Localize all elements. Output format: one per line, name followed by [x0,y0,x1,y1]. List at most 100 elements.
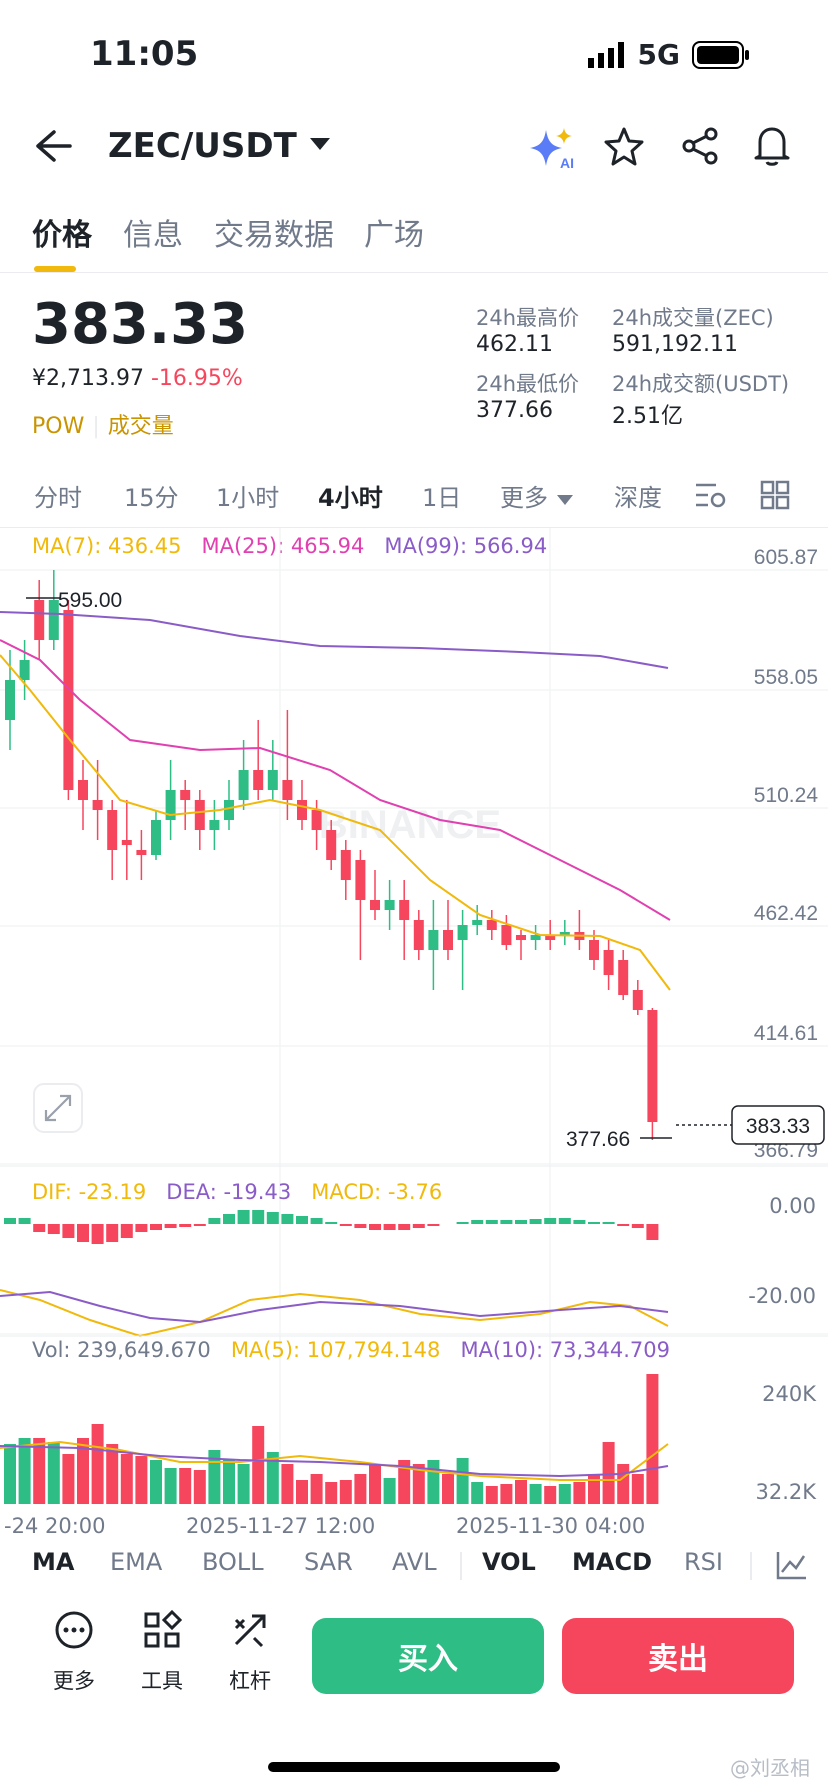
ma99-label: MA(99): 566.94 [384,534,548,558]
indicator-ema[interactable]: EMA [110,1548,163,1576]
macd-bar [266,1212,279,1224]
indicator-rsi[interactable]: RSI [684,1548,723,1576]
macd-bar [281,1214,294,1224]
dif-label: DIF: -23.19 [32,1180,147,1204]
candle [209,820,220,830]
candle [282,780,293,800]
candle [530,935,541,940]
interval-time[interactable]: 分时 [34,484,82,512]
price-axis-label: 605.87 [754,546,818,569]
tab-price[interactable]: 价格 [32,218,92,253]
macd-bar [588,1222,600,1224]
status-icons: 5G [587,38,750,71]
macd-bar [47,1224,60,1234]
indicator-avl[interactable]: AVL [392,1548,437,1576]
tab-square[interactable]: 广场 [364,218,424,253]
leverage-icon [234,1614,266,1648]
candle [224,800,234,820]
bell-icon[interactable] [752,124,792,168]
caret-down-icon[interactable] [308,136,332,152]
interval-4h[interactable]: 4小时 [318,484,383,512]
candle [486,920,497,930]
tool-leverage[interactable]: 杠杆 [210,1610,290,1695]
chart-settings-icon[interactable] [694,480,728,510]
candle [136,850,147,855]
volume-bar [266,1452,279,1504]
macd-bar [602,1222,615,1224]
tool-more-label: 更多 [53,1669,95,1693]
volume-bar [296,1480,308,1504]
indicator-settings-icon[interactable] [776,1550,808,1580]
candle [370,900,380,910]
volume-bar [398,1460,411,1504]
macd-bar [354,1224,367,1228]
expand-icon[interactable] [33,1083,83,1133]
volume-bar [515,1480,527,1504]
home-indicator[interactable] [268,1762,560,1772]
star-icon[interactable] [604,126,644,166]
back-arrow-icon[interactable] [34,128,72,164]
candle [501,925,512,945]
volume-bar [631,1474,644,1504]
interval-1d[interactable]: 1日 [422,484,462,512]
high-mark-label: 595.00 [58,589,122,612]
volume-bar [325,1482,338,1504]
macd-bar [62,1224,75,1238]
vol-axis-1: 32.2K [755,1480,816,1504]
macd-legend: DIF: -23.19 DEA: -19.43 MACD: -3.76 [32,1180,442,1204]
sell-button[interactable]: 卖出 [562,1618,794,1694]
interval-depth[interactable]: 深度 [614,484,662,512]
layout-grid-icon[interactable] [760,480,790,510]
volume-bar [339,1480,352,1504]
interval-15m[interactable]: 15分 [124,484,179,512]
volume-bar [62,1454,75,1504]
volume-bar [500,1484,513,1504]
tag-volume[interactable]: 成交量 [107,414,174,439]
volume-bar [588,1474,600,1504]
ai-sparkle-icon[interactable]: AI [528,126,574,170]
tool-tools[interactable]: 工具 [122,1609,202,1695]
buy-button[interactable]: 买入 [312,1618,544,1694]
macd-bar [33,1224,46,1232]
indicator-ma[interactable]: MA [32,1548,75,1576]
tab-active-indicator [34,266,76,272]
candlestick-chart[interactable]: BINANCE 605.87558.05510.24462.42414.6136… [0,528,828,1518]
candle [151,820,161,855]
interval-1h[interactable]: 1小时 [216,484,280,512]
ma-legend: MA(7): 436.45 MA(25): 465.94 MA(99): 566… [32,534,547,558]
indicator-macd[interactable]: MACD [572,1548,652,1576]
price-change: -16.95% [150,366,243,391]
tab-trade-data[interactable]: 交易数据 [214,218,334,253]
macd-bar [369,1224,381,1230]
tool-more[interactable]: 更多 [34,1610,114,1695]
tag-pow[interactable]: POW [32,414,85,439]
current-price-box [731,1105,825,1145]
indicator-divider [460,1552,462,1580]
tools-grid-icon [144,1609,183,1648]
volume-bar [442,1474,454,1504]
tab-info[interactable]: 信息 [123,218,183,253]
macd-bar [325,1222,338,1224]
indicator-boll[interactable]: BOLL [202,1548,264,1576]
indicator-vol[interactable]: VOL [482,1548,536,1576]
share-icon[interactable] [680,126,720,166]
macd-axis-1: -20.00 [748,1284,816,1308]
macd-bar [120,1224,133,1238]
volume-bar [77,1438,89,1504]
volume-bar [179,1468,192,1504]
macd-bar [339,1224,352,1226]
volume-bar [544,1486,557,1504]
indicator-divider [750,1552,752,1580]
macd-bar [91,1224,104,1244]
status-time: 11:05 [90,34,199,74]
interval-more[interactable]: 更多 [500,478,574,513]
more-circle-icon [55,1611,93,1649]
indicator-sar[interactable]: SAR [304,1548,353,1576]
pair-title[interactable]: ZEC/USDT [108,126,297,166]
vol-axis-0: 240K [762,1382,816,1406]
macd-bar [500,1220,513,1224]
candle [443,930,453,950]
bottom-toolbar: 更多 工具 杠杆 买入 卖出 [0,1609,828,1710]
high-label: 24h最高价 [476,306,580,330]
macd-axis-0: 0.00 [769,1194,816,1218]
